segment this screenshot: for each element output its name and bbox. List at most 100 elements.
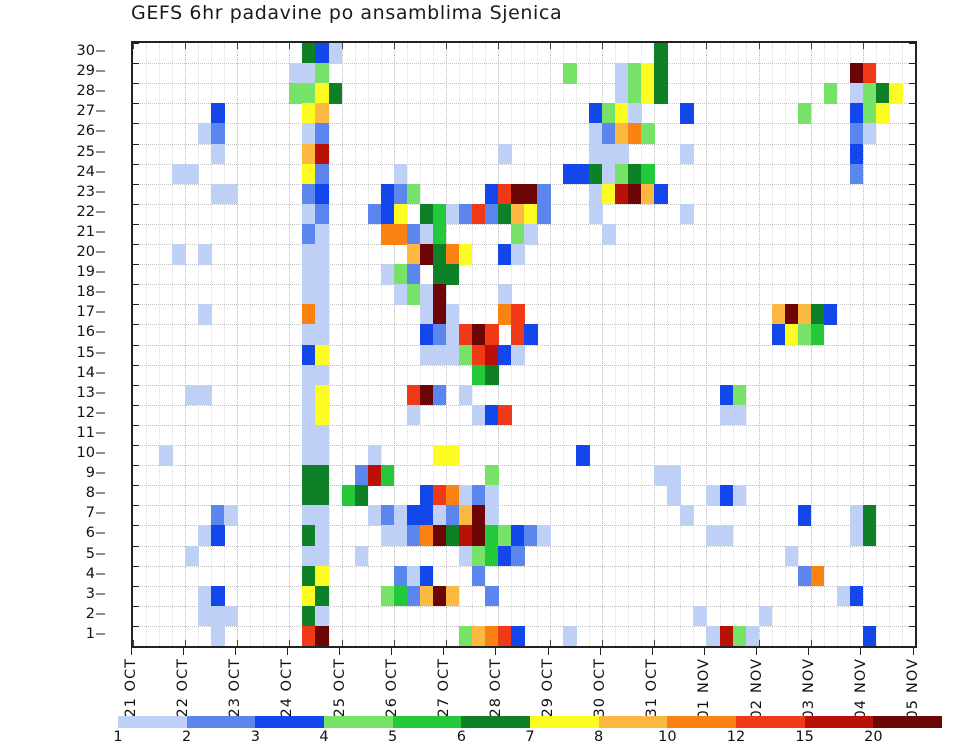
colorbar-segment[interactable]	[530, 716, 599, 728]
heatmap-cell	[602, 223, 616, 245]
heatmap-cell	[393, 264, 408, 285]
colorbar-segment[interactable]	[392, 716, 462, 728]
colorbar-segment[interactable]	[255, 716, 325, 728]
plot-tick-right	[909, 404, 915, 406]
heatmap-cell	[302, 404, 317, 426]
grid-line-vertical	[224, 43, 226, 646]
grid-line-vertical	[706, 43, 708, 646]
heatmap-plot-area[interactable]	[131, 41, 917, 648]
colorbar-segment[interactable]	[873, 716, 943, 728]
heatmap-cell	[471, 625, 486, 646]
plot-tick-right	[909, 605, 915, 607]
y-axis-tick	[96, 412, 105, 414]
colorbar-tick-label: 10	[658, 729, 677, 745]
heatmap-cell	[667, 465, 681, 486]
heatmap-cell	[849, 63, 864, 84]
heatmap-cell	[302, 203, 317, 225]
x-axis-month-label: NOV	[905, 658, 921, 693]
heatmap-cell	[589, 103, 603, 124]
colorbar-tick-label: 7	[525, 729, 535, 745]
heatmap-cell	[211, 505, 225, 526]
heatmap-cell	[302, 163, 317, 185]
colorbar-segment[interactable]	[461, 716, 531, 728]
plot-tick-top	[862, 43, 864, 49]
colorbar-segment[interactable]	[598, 716, 668, 728]
heatmap-cell	[458, 244, 473, 265]
y-axis-tick	[96, 70, 105, 72]
plot-tick-left	[133, 344, 139, 346]
heatmap-cell	[315, 103, 330, 124]
heatmap-cell	[393, 163, 408, 185]
heatmap-cell	[458, 625, 473, 646]
colorbar-segment[interactable]	[324, 716, 393, 728]
x-axis-tick-group: OCT 29	[540, 648, 556, 718]
heatmap-cell	[458, 525, 473, 547]
plot-tick-bottom	[185, 640, 187, 646]
x-axis-tick-group: NOV 05	[905, 648, 921, 719]
heatmap-cell	[302, 525, 317, 547]
heatmap-cell	[354, 465, 369, 486]
heatmap-cell	[589, 163, 603, 185]
heatmap-cell	[315, 163, 330, 185]
heatmap-cell	[862, 525, 877, 547]
x-axis-month-label: NOV	[748, 658, 765, 693]
x-axis-month-label: OCT	[383, 658, 400, 692]
heatmap-cell	[302, 324, 317, 346]
heatmap-cell	[458, 505, 473, 526]
y-axis-tick	[96, 130, 105, 132]
x-axis-tick-group: NOV 04	[853, 648, 869, 719]
x-axis-tick	[182, 648, 184, 655]
y-axis-tick	[96, 291, 105, 293]
heatmap-cell	[406, 183, 421, 205]
plot-tick-left	[133, 625, 139, 627]
heatmap-cell	[667, 485, 681, 506]
heatmap-cell	[406, 223, 421, 245]
heatmap-cell	[680, 505, 695, 526]
colorbar-segment[interactable]	[736, 716, 805, 728]
x-axis-tick-group: NOV 02	[749, 648, 765, 719]
y-axis-tick	[96, 472, 105, 474]
heatmap-cell	[615, 63, 629, 84]
x-axis-tick	[703, 648, 705, 655]
plot-tick-bottom	[810, 640, 812, 646]
colorbar-tick-label: 5	[388, 729, 398, 745]
heatmap-cell	[432, 264, 447, 285]
heatmap-cell	[445, 505, 460, 526]
heatmap-cell	[471, 545, 486, 567]
heatmap-cell	[602, 143, 616, 165]
heatmap-cell	[406, 404, 421, 426]
heatmap-cell	[524, 183, 538, 205]
y-axis-tick	[96, 372, 105, 374]
heatmap-cell	[432, 304, 447, 325]
heatmap-cell	[745, 625, 760, 646]
heatmap-cell	[615, 123, 629, 145]
plot-tick-left	[133, 605, 139, 607]
colorbar-segment[interactable]	[667, 716, 737, 728]
heatmap-cell	[302, 304, 317, 325]
x-axis-tick-group: NOV 01	[696, 648, 712, 719]
heatmap-cell	[797, 324, 812, 346]
x-axis-tick	[286, 648, 288, 655]
y-axis-label: 1	[85, 625, 95, 642]
heatmap-cell	[315, 404, 330, 426]
heatmap-cell	[471, 324, 486, 346]
plot-tick-bottom	[915, 640, 916, 646]
heatmap-cell	[211, 525, 225, 547]
colorbar-legend[interactable]	[118, 716, 943, 728]
heatmap-cell	[471, 485, 486, 506]
heatmap-cell	[302, 183, 317, 205]
heatmap-cell	[302, 223, 317, 245]
colorbar-segment[interactable]	[118, 716, 187, 728]
heatmap-cell	[419, 324, 434, 346]
y-axis-label: 24	[76, 163, 95, 180]
heatmap-cell	[836, 585, 851, 607]
colorbar-segment[interactable]	[186, 716, 256, 728]
colorbar-tick-labels: 1 2 3 4 5 6 7 8 10 12 15 20	[113, 729, 942, 745]
heatmap-cell	[302, 284, 317, 305]
grid-line-vertical	[719, 43, 721, 646]
colorbar-segment[interactable]	[804, 716, 874, 728]
plot-tick-right	[909, 364, 915, 366]
heatmap-cell	[172, 163, 186, 185]
heatmap-cell	[615, 83, 629, 104]
x-axis-tick	[339, 648, 341, 655]
